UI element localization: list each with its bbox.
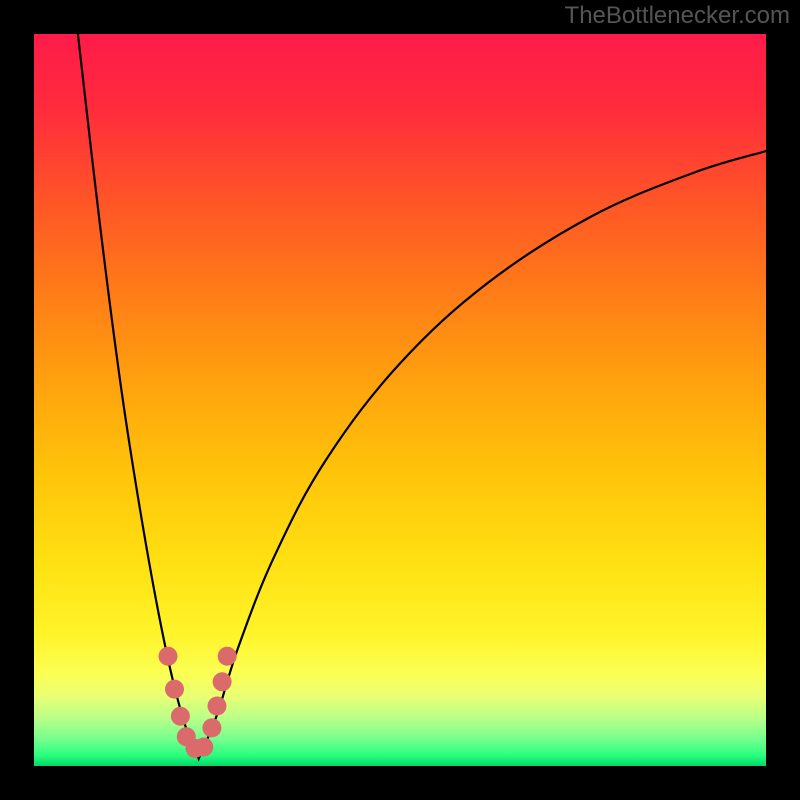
bottleneck-chart-svg [0,0,800,800]
highlight-dot [213,672,232,691]
highlight-dot [208,697,227,716]
chart-frame: TheBottlenecker.com [0,0,800,800]
highlight-dot [165,680,184,699]
watermark-text: TheBottlenecker.com [565,2,790,30]
highlight-dot [202,718,221,737]
highlight-dot [159,647,178,666]
highlight-dot [194,738,213,757]
highlight-dot [171,707,190,726]
plot-background [34,34,766,766]
highlight-dot [218,647,237,666]
